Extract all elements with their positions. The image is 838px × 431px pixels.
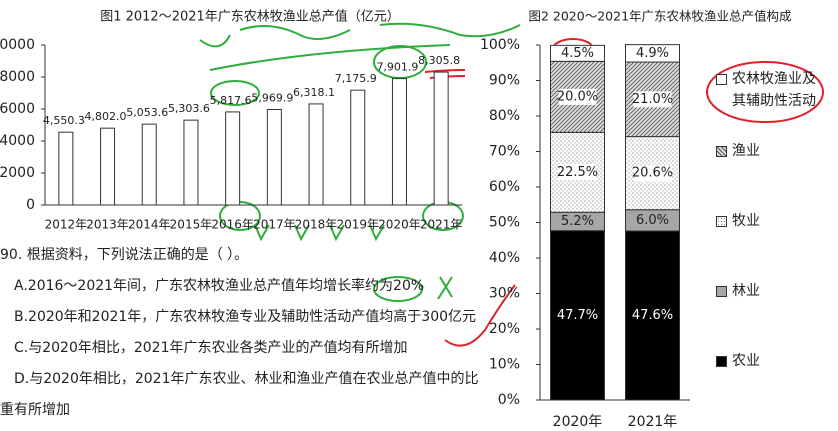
value-label: 20.6% (632, 166, 673, 181)
bar (308, 103, 324, 206)
y-tick-label: 6000 (0, 101, 35, 117)
value-label: 6.0% (636, 213, 669, 228)
label-background (633, 212, 672, 229)
legend-swatch (716, 74, 727, 85)
x-tick-label: 2012年 (45, 218, 88, 232)
legend-item: 农业 (716, 350, 828, 372)
legend-item: 渔业 (716, 140, 828, 162)
value-label: 4,802.0 (85, 110, 127, 123)
value-label: 47.7% (557, 308, 598, 323)
value-label: 4,550.3 (43, 114, 85, 127)
legend-label: 农林牧渔业及其辅助性活动 (732, 71, 816, 109)
y-tick-label: 40% (489, 250, 520, 266)
value-label: 5,053.6 (126, 106, 168, 119)
bar (141, 123, 157, 206)
y-tick-label: 0% (498, 392, 520, 408)
label-background (633, 91, 672, 108)
value-label: 21.0% (632, 92, 673, 107)
bar (58, 131, 74, 206)
value-label: 20.0% (557, 89, 598, 104)
bar (183, 119, 199, 206)
y-tick-label: 100% (480, 37, 520, 53)
y-tick-label: 2000 (0, 165, 35, 181)
y-tick-label: 4000 (0, 133, 35, 149)
x-tick-label: 2016年 (211, 218, 254, 232)
y-tick-label: 10000 (0, 37, 35, 53)
value-label: 8,305.8 (418, 54, 460, 67)
bar (100, 127, 116, 206)
value-label: 5,969.9 (251, 91, 293, 104)
legend-swatch (716, 216, 727, 227)
x-tick-label: 2017年 (253, 218, 296, 232)
y-tick-label: 0 (26, 197, 35, 213)
x-tick-label: 2015年 (170, 218, 213, 232)
bar-segment (550, 230, 605, 401)
label-background (558, 164, 597, 181)
value-label: 47.6% (632, 308, 673, 323)
value-label: 7,175.9 (335, 72, 377, 85)
legend-swatch (716, 146, 727, 157)
value-label: 4.5% (561, 46, 594, 61)
legend-label: 渔业 (732, 143, 760, 159)
legend-swatch (716, 286, 727, 297)
value-label: 6,318.1 (293, 86, 335, 99)
value-label: 5,303.6 (168, 102, 210, 115)
label-background (558, 88, 597, 105)
legend-label: 牧业 (732, 213, 760, 229)
y-tick-label: 60% (489, 179, 520, 195)
bar (266, 108, 282, 206)
y-tick-label: 80% (489, 108, 520, 124)
question-option: A.2016～2021年间，广东农林牧渔业总产值年均增长率约为20% (14, 278, 425, 294)
question-option: C.与2020年相比，2021年广东农业各类产业的产值均有所增加 (14, 340, 408, 356)
bar (433, 71, 449, 206)
x-tick-label: 2020年 (378, 218, 421, 232)
x-tick-label: 2013年 (86, 218, 129, 232)
y-tick-label: 30% (489, 286, 520, 302)
bar-segment (625, 44, 680, 63)
y-tick-label: 70% (489, 144, 520, 160)
chart-title: 图1 2012～2021年广东农林牧渔业总产值（亿元） (100, 9, 400, 25)
legend-item: 农林牧渔业及其辅助性活动 (716, 68, 828, 112)
bar (350, 89, 366, 206)
value-label: 5.2% (561, 214, 594, 229)
legend-swatch (716, 356, 727, 367)
y-tick-label: 20% (489, 321, 520, 337)
y-tick-label: 50% (489, 215, 520, 231)
legend-label: 林业 (732, 283, 760, 299)
chart-title: 图2 2020～2021年广东农林牧渔业总产值构成 (528, 9, 791, 24)
x-tick-label: 2018年 (295, 218, 338, 232)
value-label: 7,901.9 (376, 61, 418, 74)
question-option: D.与2020年相比，2021年广东农业、林业和渔业产值在农业总产值中的比重有所… (0, 371, 479, 418)
x-tick-label: 2019年 (336, 218, 379, 232)
x-tick-label: 2021年 (628, 414, 678, 430)
y-tick-label: 10% (489, 357, 520, 373)
value-label: 22.5% (557, 165, 598, 180)
y-tick-label: 90% (489, 73, 520, 89)
question-option: B.2020年和2021年，广东农林牧渔专业及辅助性活动产值均高于300亿元 (14, 309, 477, 325)
value-label: 4.9% (636, 46, 669, 61)
label-background (558, 213, 597, 230)
question: 90. 根据资料，下列说法正确的是（ ）。 A.2016～2021年间，广东农林… (0, 240, 490, 426)
bar-segment (550, 44, 605, 62)
legend-item: 牧业 (716, 210, 828, 232)
y-tick-label: 8000 (0, 69, 35, 85)
question-stem: 90. 根据资料，下列说法正确的是（ ）。 (0, 247, 249, 263)
x-tick-label: 2020年 (553, 414, 603, 430)
x-tick-label: 2014年 (128, 218, 171, 232)
legend-label: 农业 (732, 353, 760, 369)
bar (225, 111, 241, 206)
x-tick-label: 2021年 (420, 218, 463, 232)
label-background (633, 165, 672, 182)
value-label: 5,817.6 (210, 94, 252, 107)
bar (391, 78, 407, 206)
legend-item: 林业 (716, 280, 828, 302)
